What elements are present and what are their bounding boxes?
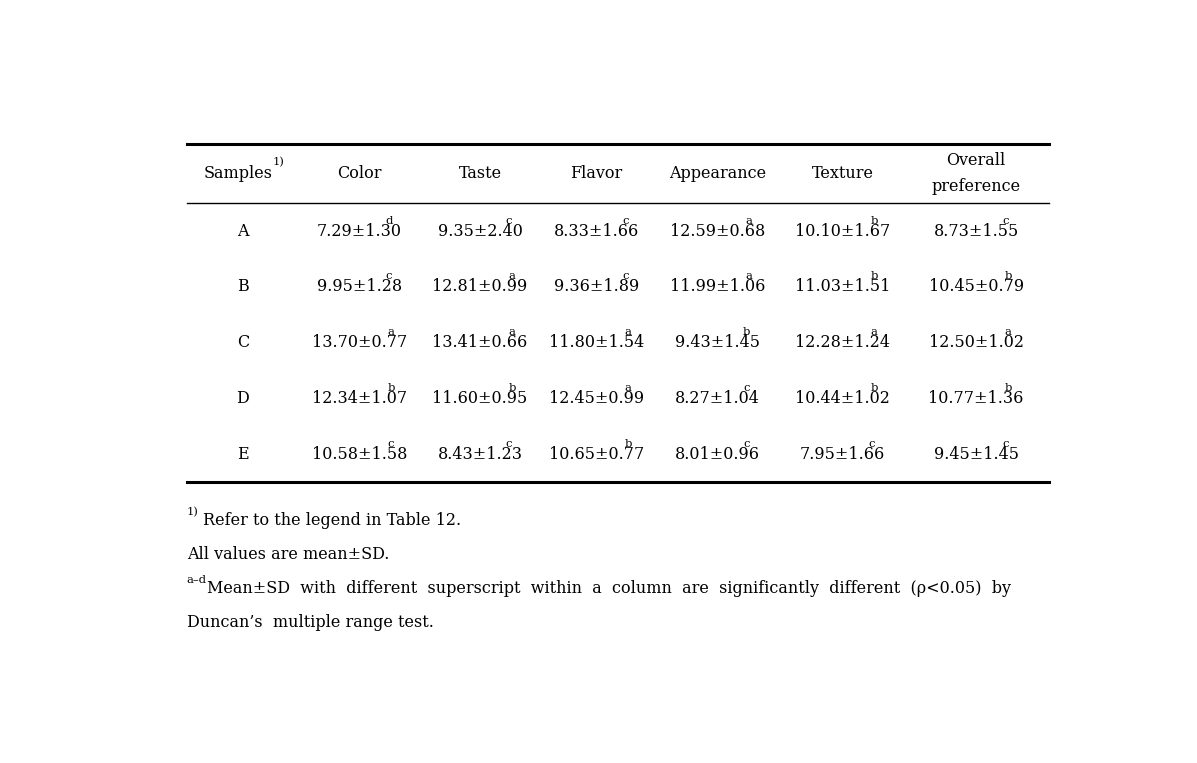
Text: 7.95±1.66: 7.95±1.66 [800,446,885,463]
Text: c: c [868,439,875,449]
Text: a: a [509,327,515,337]
Text: 8.33±1.66: 8.33±1.66 [554,223,639,240]
Text: C: C [237,334,249,351]
Text: d: d [385,215,393,226]
Text: 10.45±0.79: 10.45±0.79 [929,278,1023,295]
Text: Mean±SD  with  different  superscript  within  a  column  are  significantly  di: Mean±SD with different superscript withi… [207,580,1011,597]
Text: 7.29±1.30: 7.29±1.30 [317,223,402,240]
Text: 11.60±0.95: 11.60±0.95 [432,390,528,407]
Text: 11.03±1.51: 11.03±1.51 [795,278,891,295]
Text: 8.27±1.04: 8.27±1.04 [675,390,760,407]
Text: c: c [1002,215,1008,226]
Text: E: E [237,446,249,463]
Text: b: b [870,272,879,282]
Text: b: b [1004,272,1011,282]
Text: b: b [388,383,395,393]
Text: Overall: Overall [947,153,1005,169]
Text: 8.01±0.96: 8.01±0.96 [675,446,760,463]
Text: 9.95±1.28: 9.95±1.28 [317,278,402,295]
Text: A: A [237,223,249,240]
Text: c: c [743,383,749,393]
Text: All values are mean±SD.: All values are mean±SD. [187,546,389,563]
Text: B: B [237,278,249,295]
Text: Taste: Taste [458,166,502,182]
Text: Duncan’s  multiple range test.: Duncan’s multiple range test. [187,614,433,631]
Text: b: b [870,215,879,226]
Text: preference: preference [931,179,1021,195]
Text: c: c [506,439,512,449]
Text: 12.81±0.99: 12.81±0.99 [432,278,528,295]
Text: 12.34±1.07: 12.34±1.07 [311,390,407,407]
Text: Samples: Samples [203,166,273,182]
Text: 9.45±1.45: 9.45±1.45 [934,446,1019,463]
Text: 1): 1) [187,507,199,517]
Text: Color: Color [338,166,382,182]
Text: 10.65±0.77: 10.65±0.77 [549,446,644,463]
Text: 8.43±1.23: 8.43±1.23 [438,446,523,463]
Text: 10.77±1.36: 10.77±1.36 [929,390,1023,407]
Text: b: b [870,383,879,393]
Text: c: c [388,439,394,449]
Text: c: c [622,272,628,282]
Text: 13.41±0.66: 13.41±0.66 [432,334,528,351]
Text: 10.44±1.02: 10.44±1.02 [795,390,889,407]
Text: a: a [746,215,753,226]
Text: D: D [237,390,249,407]
Text: a: a [870,327,877,337]
Text: a–d: a–d [187,575,207,585]
Text: b: b [509,383,516,393]
Text: Refer to the legend in Table 12.: Refer to the legend in Table 12. [203,512,462,529]
Text: 9.35±2.40: 9.35±2.40 [438,223,523,240]
Text: Texture: Texture [812,166,874,182]
Text: a: a [1004,327,1011,337]
Text: 10.10±1.67: 10.10±1.67 [795,223,891,240]
Text: a: a [746,272,753,282]
Text: b: b [743,327,751,337]
Text: 10.58±1.58: 10.58±1.58 [311,446,407,463]
Text: b: b [625,439,632,449]
Text: 11.80±1.54: 11.80±1.54 [549,334,644,351]
Text: a: a [625,383,632,393]
Text: 11.99±1.06: 11.99±1.06 [669,278,765,295]
Text: c: c [1002,439,1008,449]
Text: Appearance: Appearance [669,166,766,182]
Text: a: a [509,272,515,282]
Text: 12.45±0.99: 12.45±0.99 [549,390,644,407]
Text: 12.50±1.02: 12.50±1.02 [929,334,1023,351]
Text: 8.73±1.55: 8.73±1.55 [934,223,1019,240]
Text: a: a [388,327,395,337]
Text: 12.59±0.68: 12.59±0.68 [669,223,765,240]
Text: c: c [622,215,628,226]
Text: 12.28±1.24: 12.28±1.24 [795,334,889,351]
Text: 1): 1) [273,157,285,167]
Text: 13.70±0.77: 13.70±0.77 [311,334,407,351]
Text: 9.36±1.89: 9.36±1.89 [554,278,639,295]
Text: 9.43±1.45: 9.43±1.45 [675,334,760,351]
Text: b: b [1004,383,1011,393]
Text: c: c [743,439,749,449]
Text: Flavor: Flavor [571,166,622,182]
Text: c: c [385,272,391,282]
Text: a: a [625,327,632,337]
Text: c: c [506,215,512,226]
